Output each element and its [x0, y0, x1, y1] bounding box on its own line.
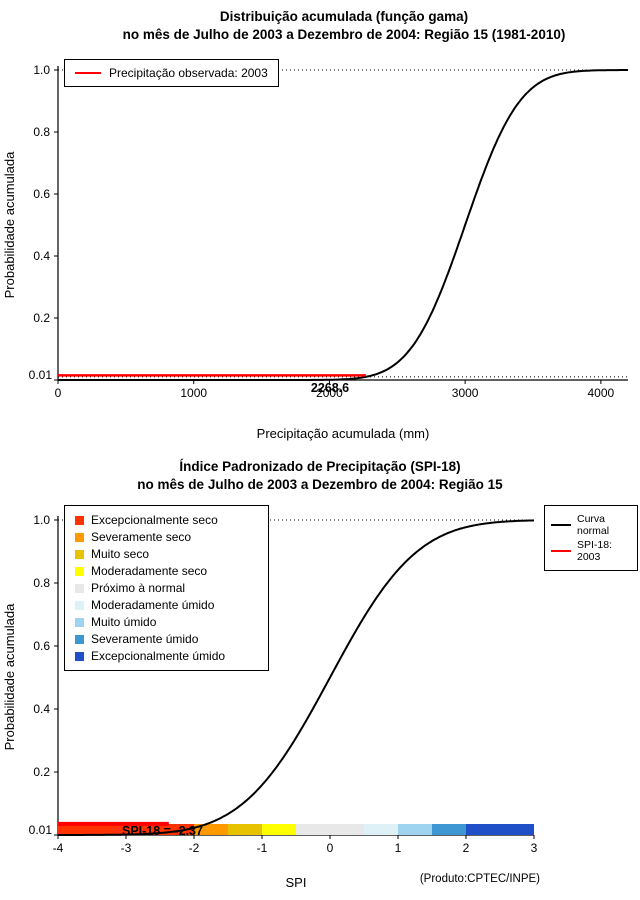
category-color-swatch — [75, 600, 84, 610]
category-bar-segment — [398, 824, 432, 835]
chart2-title: Índice Padronizado de Precipitação (SPI-… — [179, 459, 461, 474]
x-tick-label: 0 — [327, 841, 334, 855]
chart1-y-axis-label: Probabilidade acumulada — [2, 151, 17, 298]
curve-legend: Curva normal SPI-18: 2003 — [544, 505, 638, 571]
legend-item-spi-2003: SPI-18: 2003 — [551, 539, 631, 563]
legend-item-normal-curve: Curva normal — [551, 513, 631, 537]
x-tick-label: 3 — [531, 841, 538, 855]
y-tick-label: 0.6 — [33, 639, 50, 653]
x-tick-label: 4000 — [588, 386, 615, 400]
category-bar-segment — [194, 824, 228, 835]
legend-item: Próximo à normal — [75, 581, 254, 595]
y-tick-label: 0.6 — [33, 187, 50, 201]
chart2-prob-annotation: 0.01 — [29, 823, 53, 837]
legend-item-label: Curva normal — [577, 513, 610, 537]
legend-item: Muito seco — [75, 547, 254, 561]
legend-item: Excepcionalmente úmido — [75, 649, 254, 663]
category-bar-segment — [466, 824, 534, 835]
category-label: Excepcionalmente úmido — [91, 649, 226, 663]
product-credit: (Produto:CPTEC/INPE) — [420, 873, 540, 885]
chart2-x-axis-label: SPI — [286, 875, 307, 890]
x-tick-label: 1000 — [180, 386, 207, 400]
legend-item-observed-precip: Precipitação observada: 2003 — [75, 66, 268, 80]
black-line-sample — [551, 524, 571, 526]
y-tick-label: 0.8 — [33, 125, 50, 139]
legend-item: Moderadamente úmido — [75, 598, 254, 612]
chart2-subtitle: no mês de Julho de 2003 a Dezembro de 20… — [137, 477, 503, 492]
legend-item: Muito úmido — [75, 615, 254, 629]
category-color-swatch — [75, 549, 84, 559]
cdf-curve — [58, 519, 535, 836]
x-tick-label: -4 — [53, 841, 64, 855]
legend-item: Excepcionalmente seco — [75, 513, 254, 527]
category-label: Muito seco — [91, 547, 150, 561]
red-line-sample — [75, 72, 101, 74]
chart1-observed-value-label: 2268.6 — [311, 381, 349, 395]
y-tick-label: 0.2 — [33, 311, 50, 325]
legend-item: Severamente seco — [75, 530, 254, 544]
chart1-prob-annotation: 0.01 — [29, 368, 53, 382]
axis-lines — [57, 66, 628, 381]
category-label: Moderadamente úmido — [91, 598, 215, 612]
category-color-swatch — [75, 566, 84, 576]
category-label: Severamente seco — [91, 530, 192, 544]
spi-chart: 1.0 0.8 0.6 0.4 0.2 -4 -3 -2 -1 0 1 2 3 Probabilidad… — [0, 450, 640, 900]
category-bar-segment — [296, 824, 364, 835]
y-tick-label: 0.4 — [33, 702, 50, 716]
category-bar-segment — [432, 824, 466, 835]
x-tick-label: 2000 — [316, 386, 343, 400]
category-color-swatch — [75, 532, 84, 542]
category-label: Muito úmido — [91, 615, 157, 629]
category-color-swatch — [75, 583, 84, 593]
category-color-swatch — [75, 651, 84, 661]
category-bar-segment — [262, 824, 296, 835]
chart2-observed-spi-label: SPI-18 = -2.37 — [122, 824, 203, 838]
cdf-curve — [58, 69, 628, 381]
category-bar-segment — [364, 824, 398, 835]
chart1-title: Distribuição acumulada (função gama) — [219, 9, 469, 24]
x-tick-label: 0 — [55, 386, 62, 400]
category-color-swatch — [75, 515, 84, 525]
red-line-sample — [551, 550, 571, 552]
category-bar-segment — [228, 824, 262, 835]
chart1-x-axis-label: Precipitação acumulada (mm) — [257, 426, 430, 441]
category-label: Moderadamente seco — [91, 564, 208, 578]
x-tick-label: -2 — [189, 841, 200, 855]
x-tick-label: -3 — [121, 841, 132, 855]
y-tick-label: 0.8 — [33, 576, 50, 590]
y-tick-label: 0.4 — [33, 249, 50, 263]
gamma-cdf-chart: 1.0 0.8 0.6 0.4 0.2 0 1000 2000 3000 4000 Probabi… — [2, 9, 628, 441]
chart2-y-axis-label: Probabilidade acumulada — [2, 603, 17, 750]
category-bar-segment — [58, 824, 194, 835]
category-label: Próximo à normal — [91, 581, 186, 595]
legend-item-label: SPI-18: 2003 — [577, 539, 613, 563]
chart1-subtitle: no mês de Julho de 2003 a Dezembro de 20… — [122, 27, 566, 42]
spi-category-legend: Excepcionalmente seco Severamente seco M… — [64, 505, 269, 671]
y-tick-label: 0.2 — [33, 765, 50, 779]
x-tick-label: 3000 — [452, 386, 479, 400]
legend-item: Severamente úmido — [75, 632, 254, 646]
x-tick-label: -1 — [257, 841, 268, 855]
x-tick-label: 1 — [395, 841, 402, 855]
category-color-swatch — [75, 634, 84, 644]
category-color-swatch — [75, 617, 84, 627]
chart1-legend: Precipitação observada: 2003 — [64, 59, 279, 87]
chart1-canvas: 1.0 0.8 0.6 0.4 0.2 0 1000 2000 3000 4000 Probabi… — [2, 63, 628, 441]
y-tick-label: 1.0 — [33, 513, 50, 527]
legend-item-label: Precipitação observada: 2003 — [109, 66, 268, 80]
chart2-canvas: 1.0 0.8 0.6 0.4 0.2 -4 -3 -2 -1 0 1 2 3 Probabilidad… — [2, 513, 540, 890]
category-label: Excepcionalmente seco — [91, 513, 218, 527]
category-label: Severamente úmido — [91, 632, 199, 646]
legend-item: Moderadamente seco — [75, 564, 254, 578]
x-tick-label: 2 — [463, 841, 470, 855]
y-tick-label: 1.0 — [33, 63, 50, 77]
